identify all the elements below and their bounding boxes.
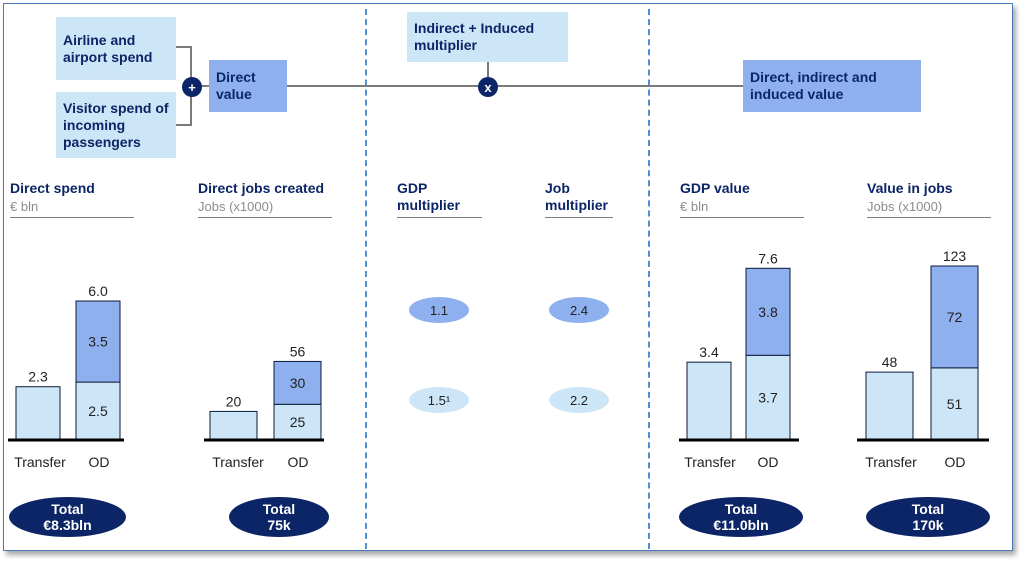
direct-jobs-header: Direct jobs created: [198, 180, 325, 196]
total-value: 75k: [267, 517, 291, 533]
multiplier-box: Indirect + Induced multiplier: [407, 12, 568, 62]
bar-segment: [745, 354, 791, 441]
gdp-value-underline: [680, 217, 804, 218]
bar-segment-label: 3.5: [88, 334, 108, 350]
bar-segment: [75, 300, 121, 383]
gdp-multiplier-header: GDP multiplier: [397, 180, 460, 214]
direct-spend-unit: € bln: [10, 199, 39, 214]
total-direct-jobs-badge: Total 75k: [229, 497, 329, 537]
jobs-value-unit: Jobs (x1000): [867, 199, 943, 214]
total-gdp-value-badge: Total €11.0bln: [679, 497, 803, 537]
direct-jobs-underline: [198, 217, 332, 218]
bar-segment: [745, 267, 791, 356]
jobs-value-header: Value in jobs: [867, 180, 953, 196]
total-value: €11.0bln: [713, 517, 769, 533]
total-direct-spend-badge: Total €8.3bln: [9, 497, 126, 537]
bar-segment: [930, 367, 979, 441]
category-label: OD: [89, 454, 110, 470]
bar-segment: [930, 265, 979, 369]
plus-icon: +: [182, 77, 202, 97]
direct-spend-underline: [10, 217, 134, 218]
category-label: Transfer: [865, 454, 917, 470]
bar-total-label: 56: [290, 343, 306, 359]
bar-total-label: 6.0: [88, 283, 108, 299]
gdp-value-unit: € bln: [680, 199, 709, 214]
gdp-value-header: GDP value: [680, 180, 750, 196]
gdp-multiplier-line1: GDP: [397, 180, 428, 196]
bar-segment: [209, 410, 258, 441]
gdp-multiplier-transfer: 1.5¹: [409, 387, 469, 413]
gdp-multiplier-line2: multiplier: [397, 197, 461, 213]
direct-spend-header: Direct spend: [10, 180, 95, 196]
total-value: €8.3bln: [43, 517, 92, 533]
bar-total-label: 123: [943, 248, 967, 264]
bar-segment: [75, 381, 121, 441]
bar-total-label: 20: [226, 393, 242, 409]
section-divider-right: [648, 9, 650, 549]
bar-total-label: 2.3: [28, 369, 48, 385]
section-divider-left: [365, 9, 367, 549]
job-multiplier-line2: multiplier: [545, 197, 609, 213]
job-multiplier-transfer: 2.2: [549, 387, 609, 413]
gdp-multiplier-underline: [397, 217, 482, 218]
bar-segment-label: 2.5: [88, 403, 108, 419]
bar-segment: [15, 386, 61, 441]
total-label: Total: [724, 501, 758, 517]
category-label: Transfer: [684, 454, 736, 470]
direct-jobs-unit: Jobs (x1000): [198, 199, 274, 214]
total-label: Total: [911, 501, 945, 517]
bar-segment: [865, 371, 914, 441]
job-multiplier-od: 2.4: [549, 297, 609, 323]
bar-total-label: 3.4: [699, 344, 719, 360]
job-multiplier-line1: Job: [545, 180, 570, 196]
bar-segment-label: 3.8: [758, 304, 778, 320]
direct-value-box: Direct value: [209, 60, 287, 112]
bar-segment-label: 51: [947, 396, 963, 412]
total-label: Total: [262, 501, 296, 517]
bar-total-label: 7.6: [758, 250, 778, 266]
total-value-box: Direct, indirect and induced value: [743, 60, 921, 112]
total-jobs-value-badge: Total 170k: [866, 497, 990, 537]
category-label: OD: [288, 454, 309, 470]
total-label: Total: [51, 501, 84, 517]
job-multiplier-header: Job multiplier: [545, 180, 608, 214]
visitor-spend-box: Visitor spend of incoming passengers: [56, 92, 176, 158]
airline-spend-box: Airline and airport spend: [56, 17, 176, 80]
bar-segment: [273, 360, 322, 405]
job-multiplier-underline: [545, 217, 613, 218]
bar-segment-label: 25: [290, 414, 306, 430]
bar-segment-label: 3.7: [758, 390, 778, 406]
bar-segment-label: 30: [290, 375, 306, 391]
category-label: OD: [758, 454, 779, 470]
slide-frame: Airline and airport spend Visitor spend …: [3, 3, 1013, 551]
bar-segment: [686, 361, 732, 441]
gdp-multiplier-od: 1.1: [409, 297, 469, 323]
total-value: 170k: [912, 517, 944, 533]
bar-total-label: 48: [882, 354, 898, 370]
category-label: Transfer: [14, 454, 66, 470]
category-label: OD: [945, 454, 966, 470]
multiply-icon: x: [478, 77, 498, 97]
jobs-value-underline: [867, 217, 991, 218]
bar-charts: 2.3 Transfer 2.5 3.5 6.0 OD 20 Transfer 25 30 56 OD…: [8, 248, 989, 470]
bar-segment-label: 72: [947, 309, 963, 325]
category-label: Transfer: [212, 454, 264, 470]
